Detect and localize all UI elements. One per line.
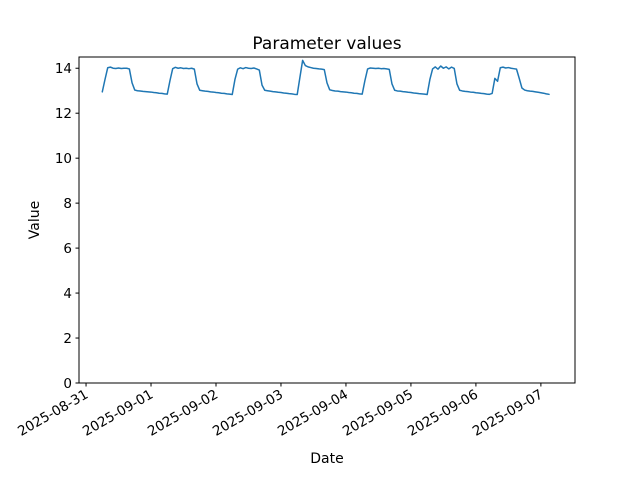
y-tick-label: 14 [55, 61, 72, 77]
x-axis: 2025-08-312025-09-012025-09-022025-09-03… [15, 383, 546, 440]
x-tick-label: 2025-09-01 [80, 387, 156, 440]
x-tick-label: 2025-09-03 [210, 387, 286, 440]
plot-area-frame [78, 56, 576, 384]
series-line [101, 59, 550, 96]
x-tick-label: 2025-09-07 [470, 387, 546, 440]
y-tick-label: 0 [63, 376, 72, 392]
y-tick-label: 6 [63, 241, 72, 257]
y-axis: 0 2 4 6 8 10 12 14 [55, 61, 79, 392]
x-axis-label: Date [310, 451, 343, 467]
chart-title: Parameter values [252, 34, 401, 54]
y-tick-label: 10 [55, 151, 72, 167]
y-axis-label: Value [27, 201, 43, 239]
y-tick-label: 4 [63, 286, 72, 302]
y-tick-label: 8 [63, 196, 72, 212]
x-tick-label: 2025-09-02 [145, 387, 221, 440]
x-tick-label: 2025-09-05 [340, 387, 416, 440]
x-tick-label: 2025-09-04 [275, 387, 351, 440]
y-tick-label: 2 [63, 331, 72, 347]
y-tick-label: 12 [55, 106, 72, 122]
x-tick-label: 2025-09-06 [405, 387, 481, 440]
x-tick-label: 2025-08-31 [15, 387, 91, 440]
